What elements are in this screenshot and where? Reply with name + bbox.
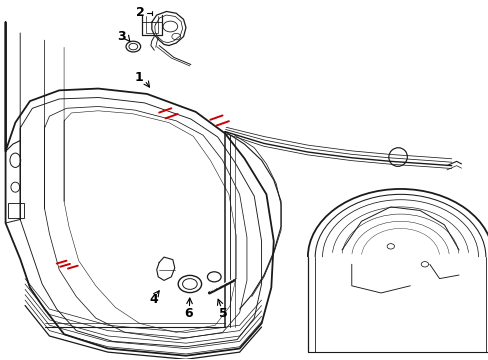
Text: 2: 2 <box>136 6 144 19</box>
Ellipse shape <box>126 41 141 52</box>
Text: 5: 5 <box>218 307 227 320</box>
Ellipse shape <box>178 275 201 293</box>
Text: 1: 1 <box>134 71 143 84</box>
Ellipse shape <box>207 272 221 282</box>
Text: 4: 4 <box>149 293 157 306</box>
Text: 6: 6 <box>184 307 192 320</box>
Text: 3: 3 <box>117 30 126 43</box>
